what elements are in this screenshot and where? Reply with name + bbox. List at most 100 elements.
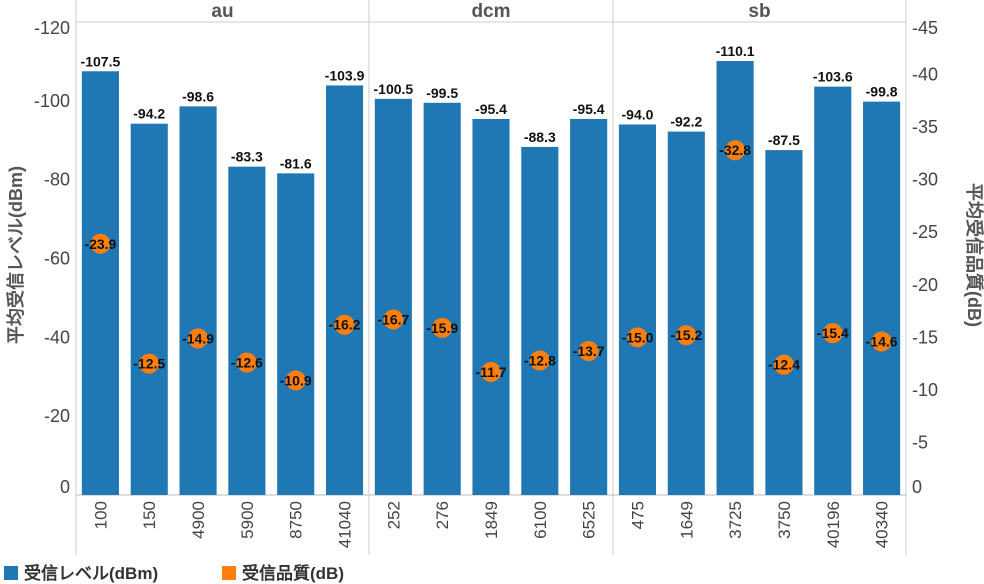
x-tick-label: 41040 xyxy=(336,501,355,548)
x-tick-label: 8750 xyxy=(287,501,306,539)
bar xyxy=(179,106,217,495)
quality-point xyxy=(578,340,599,361)
y-left-tick: -80 xyxy=(44,170,70,190)
x-tick-label: 4900 xyxy=(189,501,208,539)
x-tick-label: 252 xyxy=(384,501,403,529)
y-right-tick: -10 xyxy=(912,380,938,400)
quality-point xyxy=(725,140,746,161)
quality-point xyxy=(627,327,648,348)
y-right-tick: -20 xyxy=(912,275,938,295)
quality-value-label: -15.9 xyxy=(426,320,458,336)
bar xyxy=(863,101,901,495)
bar-labels: -107.5 -94.2 -98.6 -83.3 -81.6 -103.9 -100.5 -9… xyxy=(81,43,898,171)
quality-point xyxy=(481,362,501,383)
quality-point xyxy=(90,233,111,254)
quality-value-label: -12.4 xyxy=(768,357,800,373)
legend-label: 受信品質(dB) xyxy=(242,563,344,583)
group-label-au: au xyxy=(211,1,233,22)
bar-value-label: -94.2 xyxy=(133,106,165,122)
x-tick-label: 40196 xyxy=(824,501,843,548)
bar-value-label: -92.2 xyxy=(670,114,702,130)
quality-value-label: -12.5 xyxy=(133,356,165,372)
bar xyxy=(472,118,510,495)
bar-value-label: -95.4 xyxy=(475,101,507,117)
x-tick-label: 6525 xyxy=(580,501,599,539)
quality-value-label: -32.8 xyxy=(719,142,751,158)
bar-value-label: -98.6 xyxy=(182,88,214,104)
bar xyxy=(716,61,754,496)
quality-value-label: -11.7 xyxy=(475,364,506,380)
x-tick-label: 1849 xyxy=(482,501,501,539)
y-left-tick: -60 xyxy=(44,249,70,269)
bar xyxy=(618,124,657,495)
quality-value-label: -16.2 xyxy=(329,317,361,333)
bar-value-label: -87.5 xyxy=(768,132,800,148)
y-right-tick: -30 xyxy=(912,170,938,190)
quality-value-label: -14.6 xyxy=(866,334,898,350)
bar xyxy=(423,102,461,495)
quality-point xyxy=(383,309,404,330)
x-axis: 100 150 4900 5900 8750 41040 252 276 1849 6100 652… xyxy=(91,501,891,548)
y-right-axis-title: 平均受信品質(dB) xyxy=(964,183,984,327)
x-tick-label: 3725 xyxy=(726,501,745,539)
legend: 受信レベル(dBm) 受信品質(dB) xyxy=(4,563,344,583)
y-left-tick: -120 xyxy=(34,18,70,38)
x-tick-label: 40340 xyxy=(873,501,892,548)
bar-value-label: -110.1 xyxy=(716,43,755,59)
quality-point xyxy=(529,350,550,371)
quality-point xyxy=(139,353,160,374)
x-tick-label: 150 xyxy=(140,501,159,529)
quality-value-label: -15.2 xyxy=(670,327,702,343)
quality-value-label: -12.6 xyxy=(231,355,263,371)
bar-value-label: -103.6 xyxy=(813,69,853,85)
y-left-tick: -100 xyxy=(34,91,70,111)
quality-value-label: -13.7 xyxy=(573,343,605,359)
quality-point xyxy=(773,354,794,375)
y-right-tick: -35 xyxy=(912,117,938,137)
bar-value-label: -81.6 xyxy=(280,155,312,171)
bar xyxy=(570,118,608,495)
left-axis: 0 -20 -40 -60 -80 -100 -120 xyxy=(34,18,70,497)
quality-point xyxy=(432,317,453,338)
y-right-tick: -5 xyxy=(912,432,928,452)
quality-value-label: -15.0 xyxy=(622,329,654,345)
quality-point xyxy=(676,325,697,346)
quality-value-label: -10.9 xyxy=(280,372,312,388)
bar-value-label: -94.0 xyxy=(622,106,654,122)
x-tick-label: 1649 xyxy=(677,501,696,539)
x-tick-label: 5900 xyxy=(238,501,257,539)
y-right-tick: -25 xyxy=(912,222,938,242)
quality-point xyxy=(188,328,209,349)
legend-label: 受信レベル(dBm) xyxy=(24,563,158,583)
quality-value-label: -14.9 xyxy=(182,330,214,346)
x-tick-label: 6100 xyxy=(531,501,550,539)
bar xyxy=(228,166,266,495)
bar-value-label: -95.4 xyxy=(573,101,605,117)
x-tick-label: 100 xyxy=(91,501,110,529)
y-left-tick: -20 xyxy=(44,406,70,426)
bar xyxy=(130,123,168,495)
bar xyxy=(521,146,559,495)
bar-value-label: -99.5 xyxy=(426,85,458,101)
bar-value-label: -83.3 xyxy=(231,149,263,165)
y-left-tick: 0 xyxy=(60,477,70,497)
bar xyxy=(667,131,705,495)
quality-value-label: -16.7 xyxy=(377,311,409,327)
y-left-tick: -40 xyxy=(44,327,70,347)
x-tick-label: 475 xyxy=(628,501,647,529)
bar xyxy=(81,71,119,495)
group-label-sb: sb xyxy=(748,1,770,22)
group-label-dcm: dcm xyxy=(471,1,510,22)
quality-point xyxy=(334,314,355,335)
y-left-axis-title: 平均受信レベル(dBm) xyxy=(5,166,26,344)
bar xyxy=(277,173,315,496)
quality-point xyxy=(822,323,843,344)
bar xyxy=(325,85,364,496)
bar-value-label: -88.3 xyxy=(524,129,556,145)
group-headers: au dcm sb xyxy=(211,1,770,22)
x-tick-label: 3750 xyxy=(775,501,794,539)
quality-value-label: -15.4 xyxy=(817,325,849,341)
right-axis: 0 -5 -10 -15 -20 -25 -30 -35 -40 -45 xyxy=(912,18,938,497)
y-right-tick: -45 xyxy=(912,18,938,38)
